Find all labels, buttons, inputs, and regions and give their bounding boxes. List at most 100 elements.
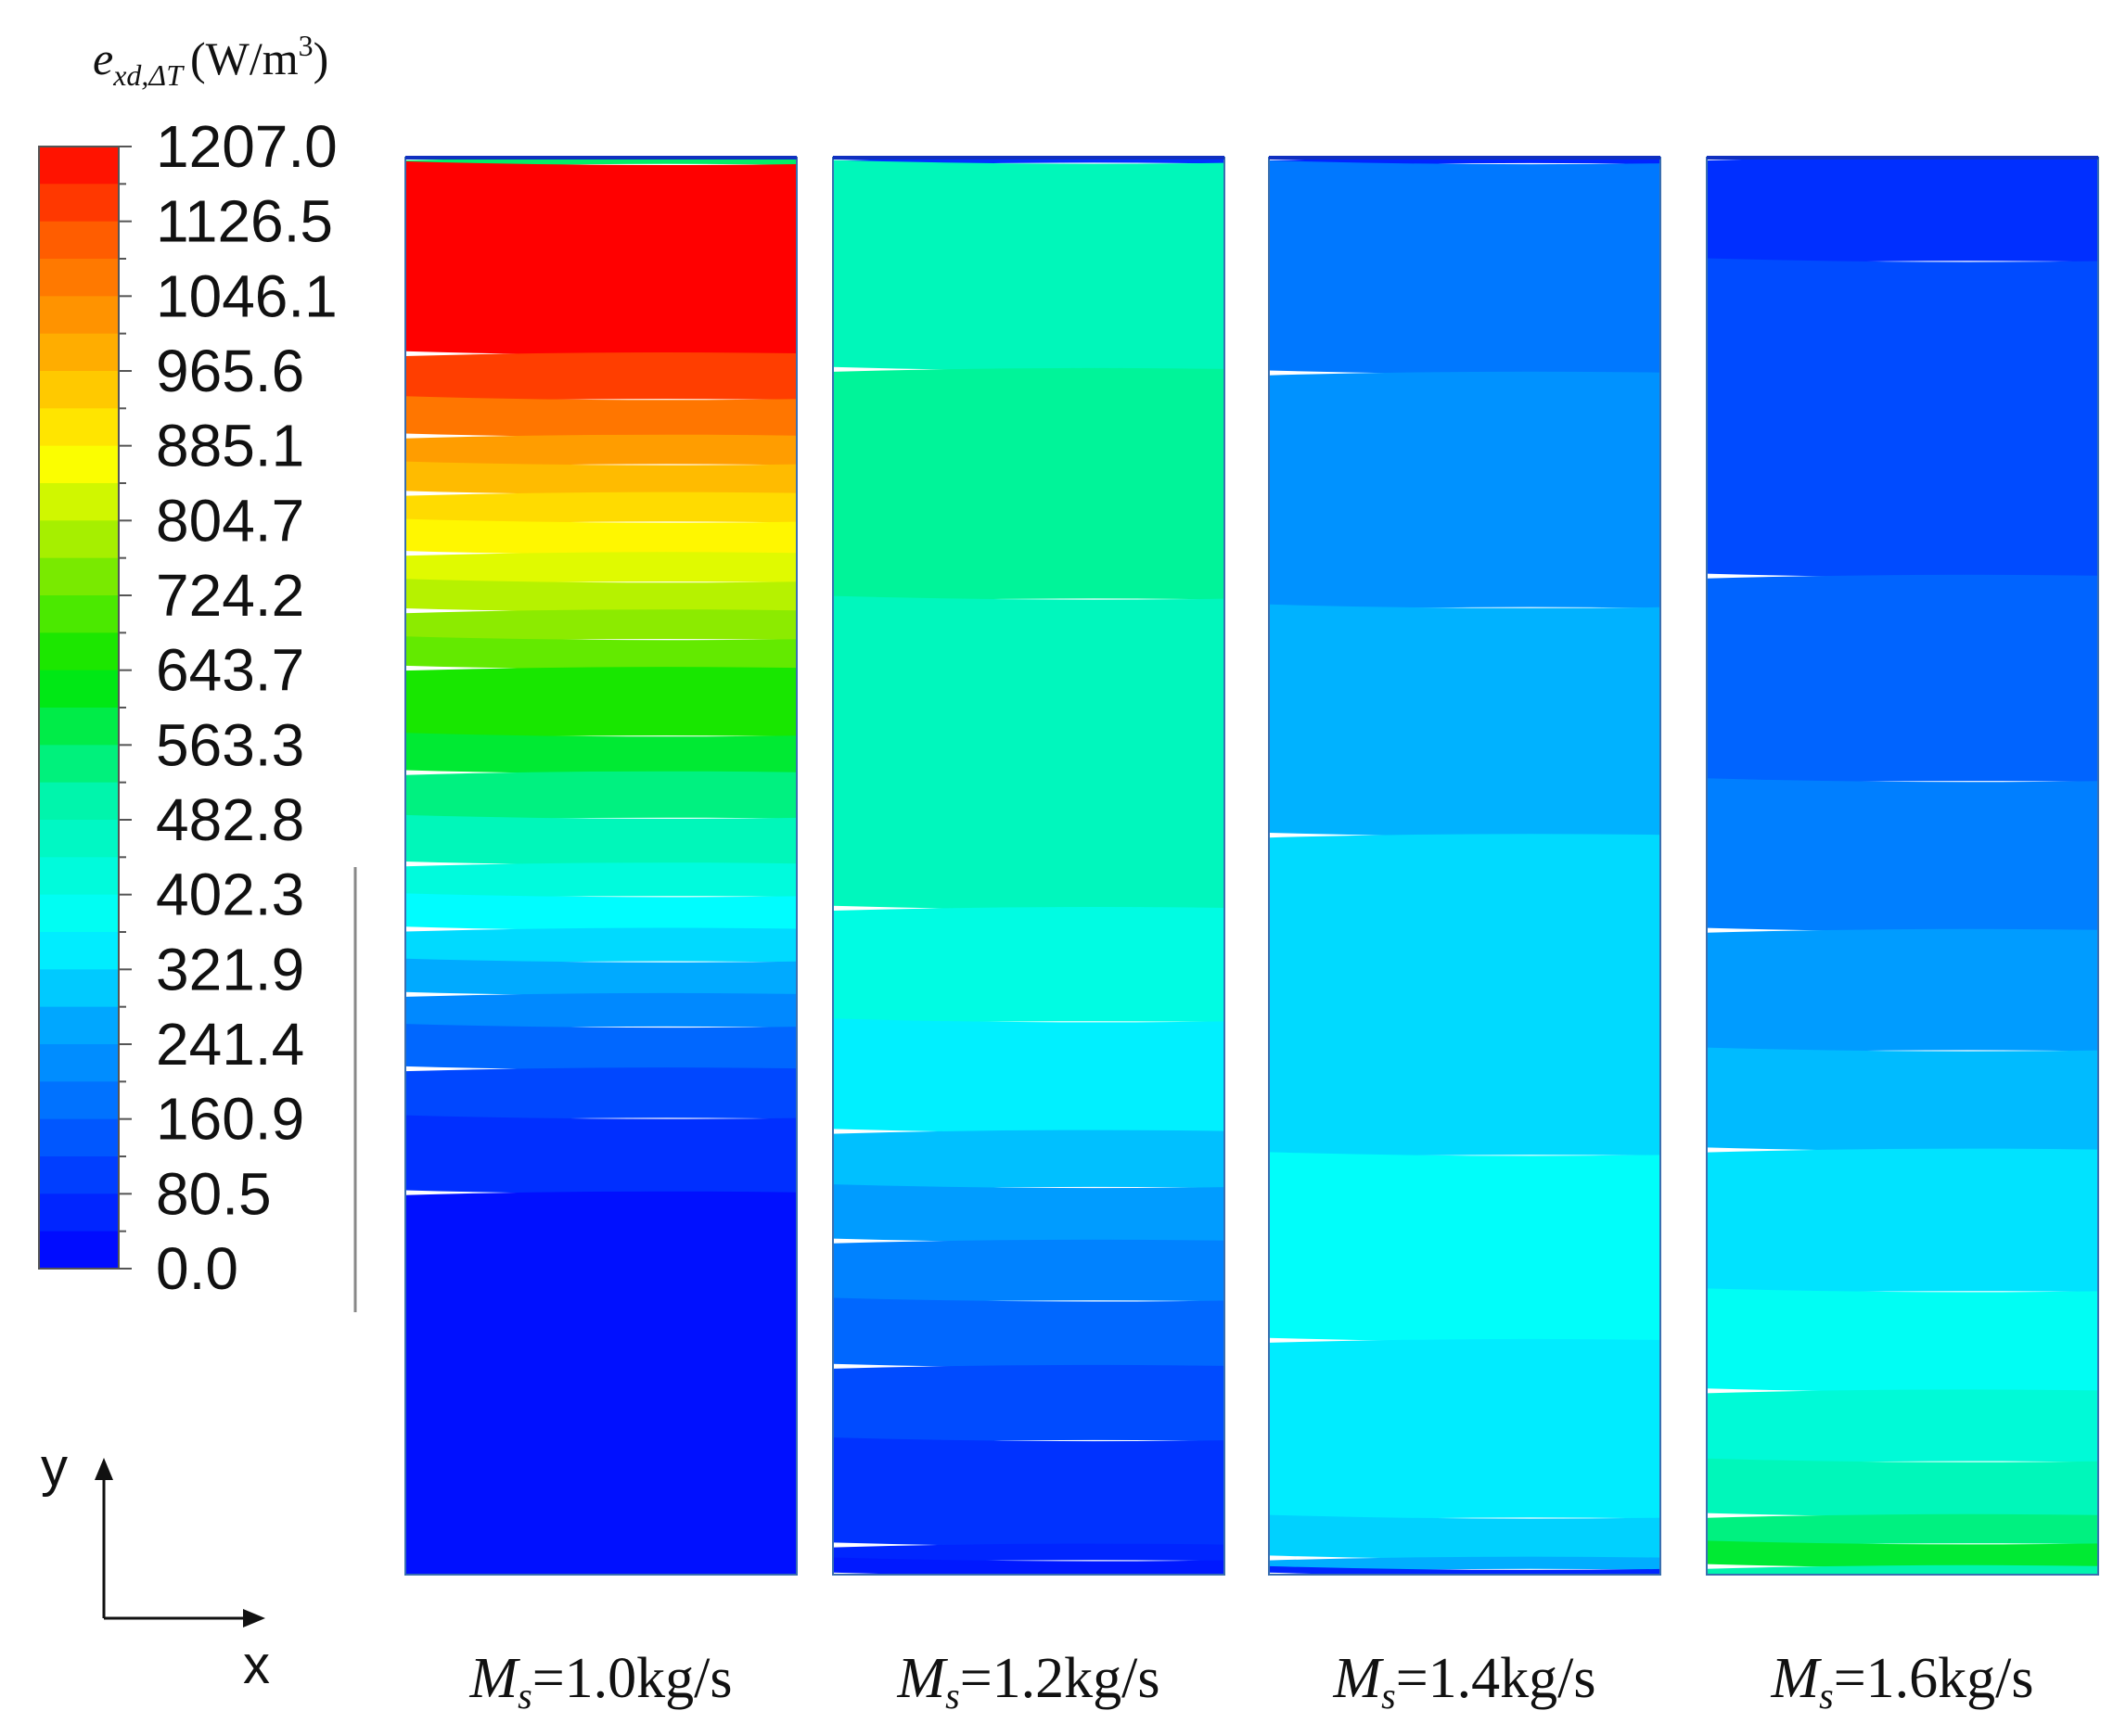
panel-label-value: =1.6kg/s xyxy=(1834,1647,2034,1710)
y-axis-label: y xyxy=(41,1437,68,1498)
contour-band xyxy=(405,1115,797,1194)
contour-band xyxy=(833,367,1224,603)
contour-panel: Ms=1.0kg/s xyxy=(403,152,800,1717)
contour-band xyxy=(1707,1389,2098,1465)
contour-band xyxy=(405,518,797,555)
colorbar-tick-label: 965.6 xyxy=(156,338,304,404)
contour-band xyxy=(1707,1288,2098,1393)
contour-band xyxy=(405,491,797,526)
contour-band xyxy=(1707,574,2098,785)
colorbar-band xyxy=(39,557,119,596)
contour-band xyxy=(1269,371,1660,611)
contour-band xyxy=(405,552,797,586)
contour-band xyxy=(405,609,797,643)
colorbar-band xyxy=(39,820,119,858)
contour-band xyxy=(405,1067,797,1122)
colorbar-tick-label: 643.7 xyxy=(156,637,304,704)
colorbar-band xyxy=(39,221,119,260)
contour-band xyxy=(1269,834,1660,1159)
contour-band xyxy=(1707,1047,2098,1152)
colorbar-band xyxy=(39,333,119,372)
panel-label-subscript: s xyxy=(518,1675,532,1717)
panel-bottom-mask xyxy=(403,1575,800,1582)
contour-band xyxy=(833,907,1224,1026)
contour-band xyxy=(1269,1514,1660,1560)
contour-band xyxy=(833,1437,1224,1547)
colorbar-band xyxy=(39,969,119,1008)
panel-bottom-mask xyxy=(1266,1575,1663,1582)
contour-band xyxy=(405,733,797,774)
panel-top-mask xyxy=(1266,152,1663,158)
contour-band xyxy=(405,434,797,468)
contour-band xyxy=(405,1191,797,1578)
contour-band xyxy=(833,1297,1224,1368)
colorbar-band xyxy=(39,520,119,559)
colorbar-band xyxy=(39,296,119,335)
colorbar-tick-label: 724.2 xyxy=(156,562,304,629)
colorbar-tick-label: 563.3 xyxy=(156,711,304,778)
y-arrow-head xyxy=(95,1458,113,1480)
colorbar-band xyxy=(39,1044,119,1082)
contour-band xyxy=(1707,1540,2098,1568)
panel-label-value: =1.0kg/s xyxy=(532,1647,733,1710)
x-arrow-head xyxy=(243,1609,265,1628)
colorbar-band xyxy=(39,1156,119,1194)
contour-panel: Ms=1.2kg/s xyxy=(830,152,1227,1717)
contour-band xyxy=(833,1557,1224,1576)
contour-band xyxy=(1269,1152,1660,1342)
contour-band xyxy=(405,771,797,822)
colorbar-tick-label: 804.7 xyxy=(156,487,304,554)
contour-band xyxy=(1707,1513,2098,1548)
contour-band xyxy=(405,667,797,740)
contour-band xyxy=(405,814,797,865)
colorbar-band xyxy=(39,708,119,746)
contour-band xyxy=(833,1364,1224,1444)
colorbar-tick-label: 241.4 xyxy=(156,1011,304,1078)
contour-band xyxy=(405,1024,797,1070)
colorbar-title-close: ) xyxy=(314,32,329,84)
colorbar-band xyxy=(39,857,119,896)
colorbar-tick-label: 1126.5 xyxy=(156,188,333,255)
panel-label-subscript: s xyxy=(1819,1675,1834,1717)
colorbar-tick-label: 321.9 xyxy=(156,936,304,1002)
panel-label-subscript: s xyxy=(945,1675,960,1717)
contour-band xyxy=(405,958,797,996)
contour-band xyxy=(1707,258,2098,578)
colorbar-tick-label: 1046.1 xyxy=(156,262,338,329)
panel-label: Ms=1.2kg/s xyxy=(896,1647,1159,1717)
contour-band xyxy=(405,893,797,931)
colorbar-band xyxy=(39,932,119,970)
contour-band xyxy=(405,636,797,670)
contour-band xyxy=(833,160,1224,371)
panel-label-value: =1.2kg/s xyxy=(960,1647,1160,1710)
contour-band xyxy=(833,595,1224,910)
contour-band xyxy=(1707,1458,2098,1517)
colorbar-band xyxy=(39,1118,119,1157)
panel-label-symbol: M xyxy=(1332,1647,1384,1710)
panel-label: Ms=1.0kg/s xyxy=(468,1647,732,1717)
colorbar-tick-label: 402.3 xyxy=(156,862,304,928)
contour-band xyxy=(833,1018,1224,1133)
colorbar xyxy=(38,146,120,1270)
colorbar-title-symbol: e xyxy=(93,32,113,84)
colorbar-band xyxy=(39,184,119,223)
colorbar-tick-label: 1207.0 xyxy=(156,113,338,180)
colorbar-band xyxy=(39,1194,119,1232)
panel-bottom-mask xyxy=(830,1575,1227,1582)
contour-band xyxy=(1269,160,1660,375)
contour-band xyxy=(405,161,797,355)
contour-band xyxy=(1707,157,2098,265)
panel-label-symbol: M xyxy=(896,1647,948,1710)
contour-band xyxy=(833,1239,1224,1305)
panel-label-symbol: M xyxy=(1770,1647,1822,1710)
contour-band xyxy=(833,1130,1224,1191)
colorbar-band xyxy=(39,1006,119,1045)
contour-band xyxy=(405,396,797,438)
contour-band xyxy=(405,461,797,495)
contour-panel: Ms=1.4kg/s xyxy=(1266,152,1663,1717)
colorbar-band xyxy=(39,259,119,297)
panel-label: Ms=1.4kg/s xyxy=(1332,1647,1595,1717)
colorbar-ticks: 1207.0 1126.5 1046.1 965.6 885.1 804.7 724.2 64… xyxy=(119,113,338,1302)
panel-bottom-mask xyxy=(1704,1575,2101,1582)
contour-band xyxy=(405,992,797,1030)
